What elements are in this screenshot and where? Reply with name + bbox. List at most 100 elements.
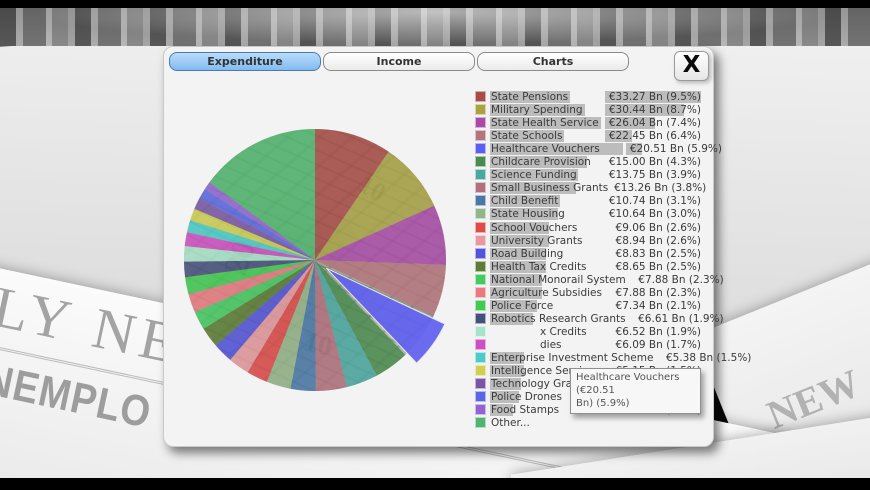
legend-row[interactable]: School Vouchers €9.06 Bn (2.6%)	[475, 221, 701, 234]
legend-row[interactable]: State Pensions €33.27 Bn (9.5%)	[475, 90, 701, 103]
pie-slice[interactable]	[188, 260, 316, 312]
legend-swatch	[475, 365, 486, 376]
pie-slice[interactable]	[199, 189, 315, 260]
legend-label: State Housing	[490, 207, 567, 220]
pie-slice[interactable]	[315, 151, 435, 260]
legend-row[interactable]: State Schools €22.45 Bn (6.4%)	[475, 129, 701, 142]
legend-row[interactable]: Military Spending €30.44 Bn (8.7%)	[475, 103, 701, 116]
legend-label: Agriculture Subsidies	[490, 286, 604, 299]
legend-label: National Monorail System	[490, 273, 628, 286]
pie-slice[interactable]	[190, 208, 315, 260]
pie-slice[interactable]	[185, 260, 315, 295]
pie-slice[interactable]	[194, 260, 315, 329]
legend-row[interactable]: National Monorail System €7.88 Bn (2.3%)	[475, 273, 724, 286]
pie-slice[interactable]	[266, 260, 315, 389]
legend-label: x Credits	[540, 325, 587, 338]
legend-label: State Health Service	[490, 116, 601, 129]
legend-label: State Pensions	[490, 90, 571, 103]
legend-swatch	[475, 248, 486, 259]
pie-slice[interactable]	[184, 232, 315, 260]
pie-slice[interactable]	[315, 260, 347, 391]
pie-slice[interactable]	[209, 129, 316, 260]
legend-row[interactable]: Child Benefit €10.74 Bn (3.1%)	[475, 194, 701, 207]
legend-value: €7.88 Bn (2.3%)	[615, 286, 701, 299]
pie-slice[interactable]	[315, 260, 446, 316]
legend-swatch	[475, 91, 486, 102]
legend-label: Road Building	[490, 247, 566, 260]
pie-slice[interactable]	[184, 260, 315, 278]
pie-slice[interactable]	[315, 260, 377, 388]
legend-row[interactable]: Enterprise Investment Scheme €5.38 Bn (1.…	[475, 351, 751, 364]
legend-value: €6.09 Bn (1.7%)	[615, 338, 701, 351]
legend-label: Enterprise Investment Scheme	[490, 351, 656, 364]
legend-value: €13.26 Bn (3.8%)	[614, 181, 707, 194]
pie-slice[interactable]	[325, 267, 446, 364]
legend-swatch	[475, 339, 486, 350]
legend-row[interactable]: Small Business Grants €13.26 Bn (3.8%)	[475, 181, 706, 194]
legend-value: €22.45 Bn (6.4%)	[605, 129, 701, 142]
tab-expenditure[interactable]: Expenditure	[169, 52, 321, 71]
legend-row[interactable]: dies €6.09 Bn (1.7%)	[475, 338, 701, 351]
pie-slice[interactable]	[315, 205, 446, 265]
close-button[interactable]: X	[674, 51, 709, 81]
pie-slice[interactable]	[215, 260, 315, 360]
tab-income[interactable]: Income	[323, 52, 475, 71]
pie-slice[interactable]	[204, 182, 315, 260]
legend-row[interactable]: Science Funding €13.75 Bn (3.9%)	[475, 168, 701, 181]
legend-swatch	[475, 287, 486, 298]
legend-value: €7.34 Bn (2.1%)	[615, 299, 701, 312]
tooltip-line2: Bn) (5.9%)	[576, 398, 630, 409]
legend-value: €10.64 Bn (3.0%)	[608, 207, 701, 220]
legend-swatch	[475, 378, 486, 389]
legend-label: Child Benefit	[490, 194, 561, 207]
expenditure-legend: State Pensions €33.27 Bn (9.5%) Military S…	[475, 90, 751, 435]
pie-slice[interactable]	[290, 260, 316, 392]
legend-row[interactable]: Agriculture Subsidies €7.88 Bn (2.3%)	[475, 286, 701, 299]
legend-row[interactable]: Robotics Research Grants €6.61 Bn (1.9%)	[475, 312, 724, 325]
pie-slice[interactable]	[183, 246, 315, 262]
legend-value: €13.75 Bn (3.9%)	[608, 168, 701, 181]
legend-swatch	[475, 417, 486, 428]
close-icon: X	[682, 52, 701, 78]
legend-label: Police Force	[490, 299, 556, 312]
legend-row[interactable]: Road Building €8.83 Bn (2.5%)	[475, 247, 701, 260]
legend-label: Childcare Provision	[490, 155, 593, 168]
legend-row[interactable]: State Housing €10.64 Bn (3.0%)	[475, 207, 701, 220]
slice-tooltip: Healthcare Vouchers (€20.51 Bn) (5.9%)	[570, 368, 701, 414]
legend-value: €5.38 Bn (1.5%)	[665, 351, 752, 364]
legend-row[interactable]: Childcare Provision €15.00 Bn (4.3%)	[475, 155, 701, 168]
legend-value: €26.04 Bn (7.4%)	[605, 116, 701, 129]
pie-slice[interactable]	[315, 129, 389, 260]
legend-row[interactable]: Police Force €7.34 Bn (2.1%)	[475, 299, 701, 312]
legend-label: Technology Grants	[490, 377, 591, 390]
legend-row[interactable]: State Health Service €26.04 Bn (7.4%)	[475, 116, 701, 129]
legend-label: Healthcare Vouchers	[490, 142, 626, 155]
legend-row[interactable]: Other...	[475, 416, 701, 429]
letterbox-top	[0, 0, 870, 8]
pie-slice[interactable]	[194, 198, 315, 260]
pie-slice[interactable]	[315, 260, 406, 376]
pie-slice[interactable]	[247, 260, 315, 382]
legend-row[interactable]: x Credits €6.52 Bn (1.9%)	[475, 325, 701, 338]
legend-row[interactable]: University Grants €8.94 Bn (2.6%)	[475, 234, 701, 247]
pie-slice[interactable]	[230, 260, 315, 373]
legend-swatch	[475, 117, 486, 128]
legend-value: €20.51 Bn (5.9%)	[626, 142, 722, 155]
legend-label: dies	[540, 338, 562, 351]
legend-row[interactable]: Healthcare Vouchers €20.51 Bn (5.9%)	[475, 142, 722, 155]
tab-charts[interactable]: Charts	[477, 52, 629, 71]
legend-value: €15.00 Bn (4.3%)	[608, 155, 701, 168]
pie-slice[interactable]	[203, 260, 316, 346]
legend-value: €33.27 Bn (9.5%)	[605, 90, 701, 103]
expenditure-pie-chart[interactable]	[171, 116, 471, 416]
legend-swatch	[475, 208, 486, 219]
legend-swatch	[475, 104, 486, 115]
legend-swatch	[475, 143, 486, 154]
legend-swatch	[475, 300, 486, 311]
pie-slice[interactable]	[187, 220, 315, 260]
legend-row[interactable]: Health Tax Credits €8.65 Bn (2.5%)	[475, 260, 701, 273]
legend-label: Military Spending	[490, 103, 585, 116]
legend-swatch	[475, 182, 486, 193]
